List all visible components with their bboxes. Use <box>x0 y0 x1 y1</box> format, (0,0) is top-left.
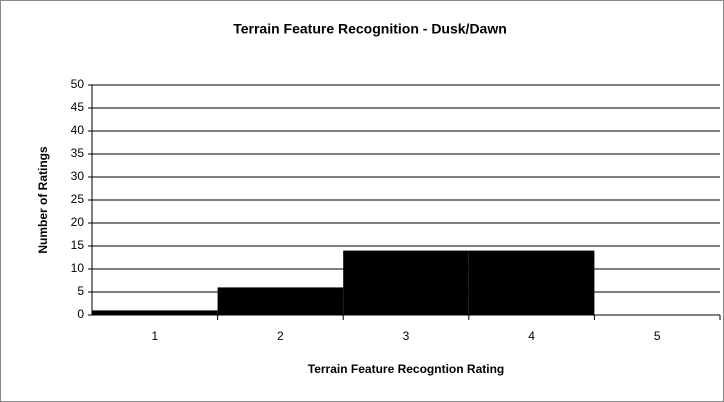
bar <box>217 287 344 315</box>
x-tick-label: 5 <box>654 329 661 343</box>
y-tick-label: 0 <box>77 307 84 321</box>
y-tick-label: 40 <box>71 123 85 137</box>
y-tick-label: 35 <box>71 146 85 160</box>
bar <box>468 250 595 315</box>
y-tick-label: 5 <box>77 284 84 298</box>
x-tick-label: 2 <box>277 329 284 343</box>
x-axis-label: Terrain Feature Recogntion Rating <box>308 362 504 376</box>
chart-title: Terrain Feature Recognition - Dusk/Dawn <box>233 21 507 37</box>
y-tick-label: 45 <box>71 100 85 114</box>
y-tick-label: 25 <box>71 192 85 206</box>
y-tick-label: 10 <box>71 261 85 275</box>
y-axis-label: Number of Ratings <box>36 146 50 254</box>
x-tick-label: 3 <box>403 329 410 343</box>
bar <box>343 250 469 315</box>
y-tick-label: 50 <box>71 77 85 91</box>
y-tick-label: 30 <box>71 169 85 183</box>
y-tick-label: 15 <box>71 238 85 252</box>
y-tick-label: 20 <box>71 215 85 229</box>
bar <box>92 310 218 315</box>
x-tick-label: 4 <box>528 329 535 343</box>
x-tick-label: 1 <box>151 329 158 343</box>
